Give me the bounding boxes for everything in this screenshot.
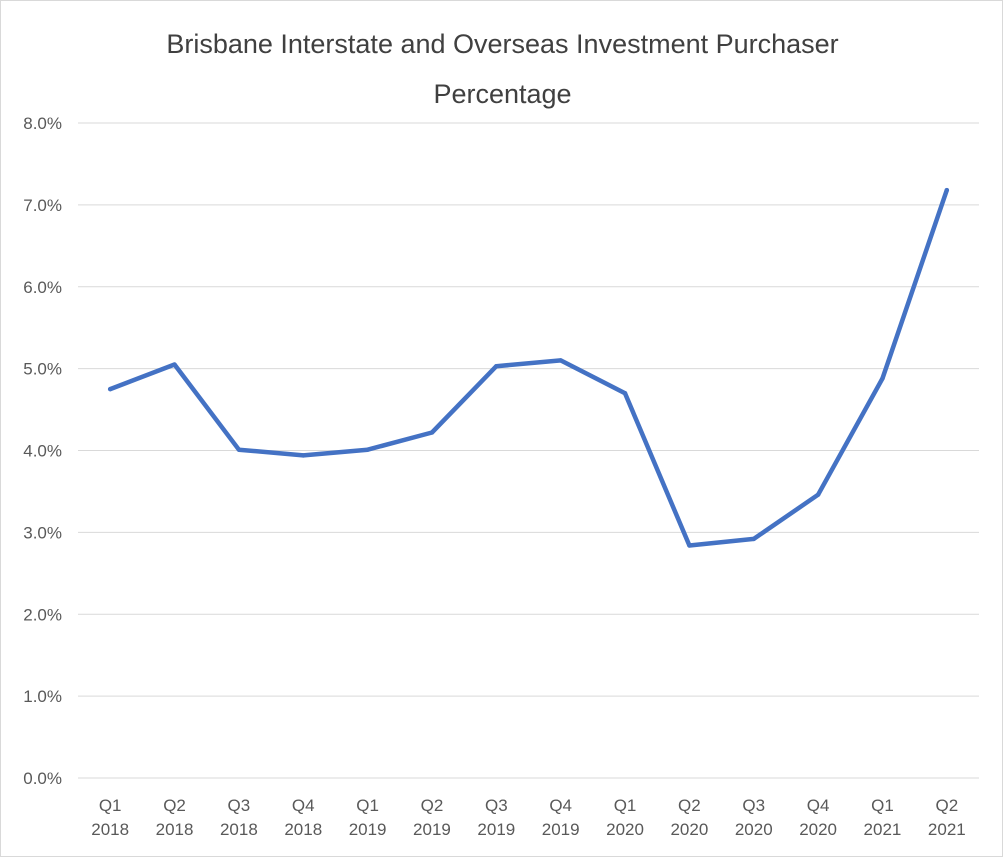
x-tick-label: Q4 (807, 796, 830, 815)
y-tick-label: 3.0% (23, 523, 62, 542)
x-tick-label: 2019 (477, 820, 515, 839)
data-point (429, 430, 435, 435)
x-tick-label: 2020 (606, 820, 644, 839)
x-tick-label: Q3 (485, 796, 508, 815)
chart-title: Brisbane Interstate and Overseas Investm… (1, 19, 1003, 119)
x-tick-label: Q2 (163, 796, 186, 815)
data-point (172, 362, 177, 367)
y-tick-label: 5.0% (23, 360, 62, 379)
x-tick-label: 2018 (91, 820, 129, 839)
x-tick-label: Q1 (356, 796, 379, 815)
x-tick-label: Q2 (421, 796, 444, 815)
data-point (622, 390, 628, 396)
x-tick-label: Q2 (678, 796, 701, 815)
chart-title-line-2: Percentage (433, 79, 572, 109)
x-tick-label: 2019 (413, 820, 451, 839)
x-tick-label: 2020 (735, 820, 773, 839)
data-point (687, 543, 692, 548)
x-tick-label: 2018 (284, 820, 322, 839)
y-tick-label: 6.0% (23, 278, 62, 297)
x-tick-label: Q1 (614, 796, 637, 815)
data-point (365, 447, 370, 452)
y-tick-label: 7.0% (23, 196, 62, 215)
y-tick-label: 4.0% (23, 442, 62, 461)
data-point (815, 492, 821, 497)
data-point (558, 358, 563, 363)
data-point (494, 363, 499, 369)
data-point (751, 536, 756, 542)
y-tick-label: 8.0% (23, 114, 62, 133)
x-tick-label: 2018 (156, 820, 194, 839)
y-tick-label: 0.0% (23, 769, 62, 788)
data-point (944, 187, 950, 193)
x-tick-label: 2020 (799, 820, 837, 839)
data-point (880, 376, 885, 381)
x-tick-label: Q2 (935, 796, 958, 815)
x-tick-label: 2021 (864, 820, 902, 839)
x-tick-label: Q3 (228, 796, 251, 815)
x-tick-label: 2019 (349, 820, 387, 839)
x-tick-label: 2018 (220, 820, 258, 839)
x-tick-label: Q3 (742, 796, 765, 815)
x-tick-label: 2019 (542, 820, 580, 839)
data-point (236, 447, 242, 452)
data-point (301, 453, 306, 458)
x-tick-label: Q1 (99, 796, 122, 815)
x-tick-label: Q4 (549, 796, 572, 815)
data-point (107, 386, 113, 392)
x-tick-label: Q1 (871, 796, 894, 815)
x-tick-label: Q4 (292, 796, 315, 815)
x-tick-label: 2020 (670, 820, 708, 839)
x-tick-label: 2021 (928, 820, 966, 839)
y-tick-label: 1.0% (23, 687, 62, 706)
series-line (107, 187, 950, 548)
y-tick-label: 2.0% (23, 605, 62, 624)
chart-title-line-1: Brisbane Interstate and Overseas Investm… (166, 29, 839, 59)
